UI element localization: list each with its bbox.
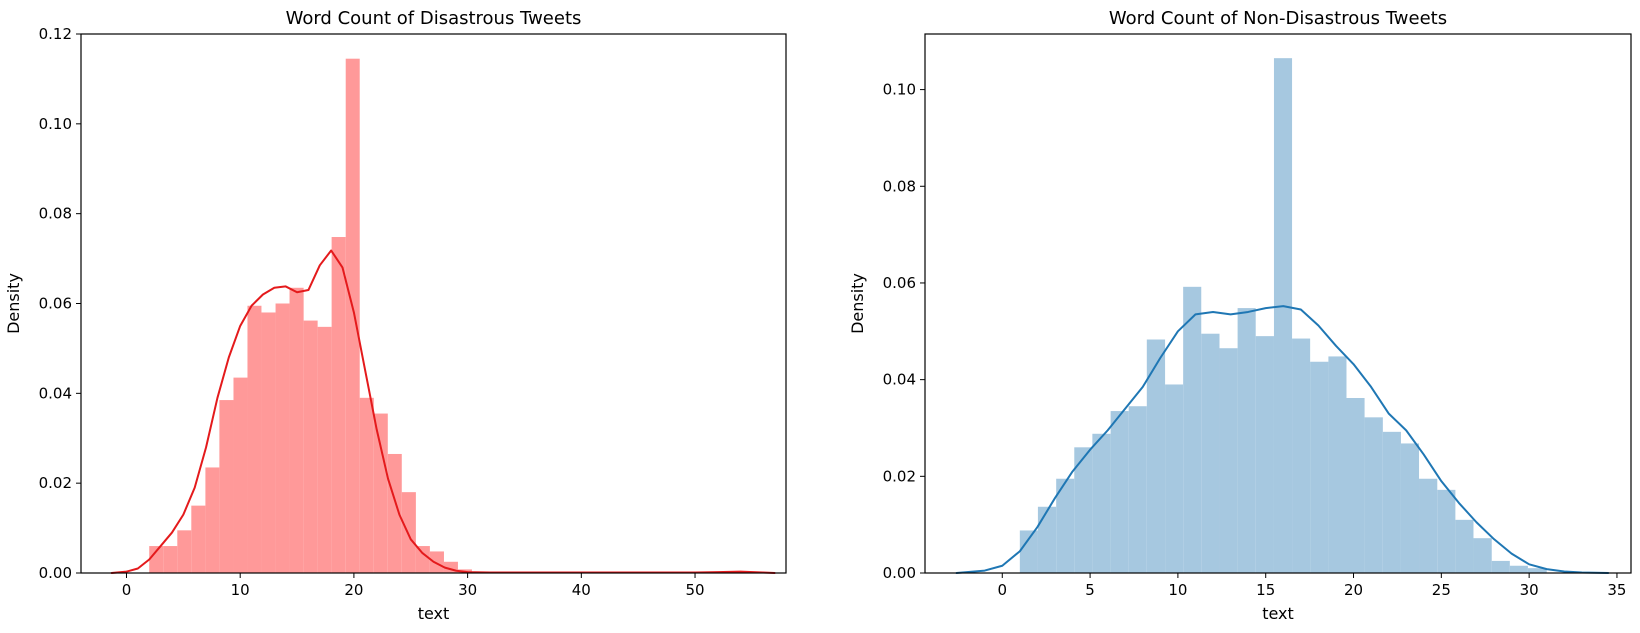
y-tick-label: 0.10 (39, 115, 72, 133)
histogram-bar (233, 377, 248, 573)
x-tick-label: 20 (1344, 581, 1363, 599)
histogram-bar (1455, 519, 1474, 573)
x-tick-label: 15 (1256, 581, 1275, 599)
y-axis-label: Density (4, 273, 23, 334)
x-tick-label: 40 (572, 581, 591, 599)
histogram-bar (219, 400, 234, 573)
histogram-bar (163, 546, 178, 573)
chart-non-disastrous-tweets: 0 5 10 15 20 25 30 35 0.00 0.02 0.04 0.06 0.08 0.10 Wo… (848, 8, 1632, 623)
histogram-bar (359, 397, 374, 573)
y-tick-label: 0.12 (39, 25, 72, 43)
y-tick-label: 0.08 (39, 205, 72, 223)
histogram-bar (1346, 398, 1365, 573)
y-tick-label: 0.02 (883, 467, 916, 485)
histogram-bar (177, 530, 192, 573)
histogram-bar (373, 413, 388, 573)
histogram-bar (1364, 417, 1383, 573)
x-axis-label: text (418, 604, 450, 623)
histogram-bar (1527, 568, 1547, 573)
histogram-bar (1255, 336, 1274, 573)
histogram-bar (443, 561, 458, 573)
histogram-bar (247, 305, 262, 573)
histogram-bar (1074, 447, 1093, 573)
histogram-bar (1237, 308, 1256, 573)
histogram-bar (1328, 356, 1347, 573)
histogram-bar (1273, 58, 1293, 574)
histogram-bar (275, 303, 290, 573)
histogram-bar (429, 551, 444, 573)
y-tick-label: 0.10 (883, 81, 916, 99)
histogram-bar (149, 546, 164, 573)
histogram-bar (289, 287, 304, 573)
histogram-bar (1146, 339, 1166, 573)
y-axis-label: Density (848, 273, 867, 334)
histogram-bar (205, 467, 220, 573)
histogram-bar (1128, 406, 1147, 573)
x-tick-label: 20 (344, 581, 363, 599)
histogram-bar (415, 546, 430, 573)
histogram-bar (387, 453, 402, 573)
x-tick-label: 50 (685, 581, 704, 599)
histogram-bar (1219, 348, 1238, 573)
x-tick-label: 10 (231, 581, 250, 599)
chart-title: Word Count of Non-Disastrous Tweets (1109, 8, 1447, 29)
histogram-bar (1437, 489, 1456, 573)
kde-line (110, 249, 776, 574)
chart-disastrous-tweets: 0 10 20 30 40 50 0.00 0.02 0.04 0.06 0.08 0.10 0.12 W… (4, 8, 787, 623)
histogram-bar (1183, 286, 1202, 573)
histogram-bar (1292, 338, 1311, 573)
histogram-bar (1509, 565, 1528, 573)
y-tick-label: 0.00 (883, 564, 916, 582)
histogram-bar (1473, 538, 1492, 573)
histogram-bar (401, 492, 416, 573)
y-tick-label: 0.00 (39, 564, 72, 582)
x-tick-label: 5 (1085, 581, 1095, 599)
x-tick-label: 0 (998, 581, 1008, 599)
y-tick-label: 0.06 (883, 274, 916, 292)
histogram-bar (1400, 443, 1420, 573)
histogram-bar (1037, 506, 1057, 573)
histogram-bar (191, 505, 206, 574)
chart-title: Word Count of Disastrous Tweets (286, 8, 582, 29)
histogram-bar (1382, 431, 1401, 573)
histogram-bar (303, 320, 318, 573)
plot-frame (924, 33, 1632, 574)
x-axis-label: text (1262, 604, 1294, 623)
histogram-bar (1165, 384, 1184, 573)
histogram-bar (1491, 560, 1510, 573)
histogram-bar (1310, 361, 1329, 573)
y-tick-label: 0.02 (39, 474, 72, 492)
histogram-bar (1110, 411, 1129, 573)
kde-line (955, 305, 1610, 574)
histogram-bar (1056, 478, 1075, 573)
histogram-bar (331, 237, 346, 573)
histogram-bar (1092, 433, 1111, 573)
histogram-bar (1201, 333, 1220, 573)
y-tick-label: 0.08 (883, 177, 916, 195)
plot-frame (80, 33, 787, 574)
x-tick-label: 0 (122, 581, 132, 599)
x-tick-label: 30 (1520, 581, 1539, 599)
x-tick-label: 35 (1607, 581, 1626, 599)
histogram-bar (261, 312, 276, 573)
x-tick-label: 10 (1168, 581, 1187, 599)
histogram-bar (317, 326, 332, 573)
histogram-bar (1019, 530, 1038, 573)
histogram-bar (1419, 478, 1438, 573)
histogram-bars (149, 58, 765, 574)
histogram-bars (1019, 58, 1547, 574)
y-tick-label: 0.06 (39, 295, 72, 313)
x-tick-label: 30 (458, 581, 477, 599)
x-tick-label: 25 (1432, 581, 1451, 599)
histogram-bar (345, 58, 360, 573)
y-tick-label: 0.04 (883, 371, 916, 389)
y-tick-label: 0.04 (39, 384, 72, 402)
